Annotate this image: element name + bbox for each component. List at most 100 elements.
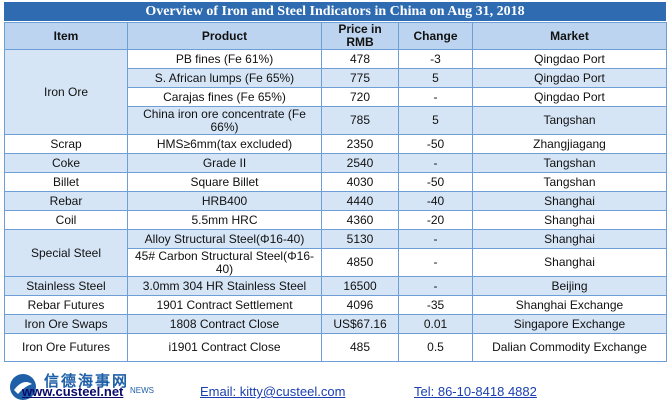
col-header-price: Price in RMB — [321, 22, 399, 50]
col-header-market: Market — [472, 22, 667, 50]
product-cell: 3.0mm 304 HR Stainless Steel — [127, 276, 322, 296]
change-cell: - — [398, 87, 473, 107]
item-cell: Rebar Futures — [4, 295, 128, 315]
market-cell: Tangshan — [472, 172, 667, 192]
product-cell: PB fines (Fe 61%) — [127, 49, 322, 69]
market-cell: Qingdao Port — [472, 87, 667, 107]
product-cell: 5.5mm HRC — [127, 210, 322, 230]
table-row: Coil 5.5mm HRC 4360 -20 Shanghai — [4, 210, 667, 230]
table-row: Coke Grade II 2540 - Tangshan — [4, 153, 667, 173]
market-cell: Dalian Commodity Exchange — [472, 333, 667, 362]
table-row: Iron Ore Swaps 1808 Contract Close US$67… — [4, 314, 667, 334]
item-cell: Stainless Steel — [4, 276, 128, 296]
product-cell: 45# Carbon Structural Steel(Φ16-40) — [127, 248, 322, 277]
change-cell: -50 — [398, 134, 473, 154]
price-cell: US$67.16 — [321, 314, 399, 334]
item-cell: Iron Ore — [4, 49, 128, 135]
product-cell: HRB400 — [127, 191, 322, 211]
header-row: Item Product Price in RMB Change Market — [4, 22, 667, 50]
item-cell: Billet — [4, 172, 128, 192]
product-cell: China iron ore concentrate (Fe 66%) — [127, 106, 322, 135]
market-cell: Beijing — [472, 276, 667, 296]
price-cell: 485 — [321, 333, 399, 362]
table-row: Rebar HRB400 4440 -40 Shanghai — [4, 191, 667, 211]
product-cell: S. African lumps (Fe 65%) — [127, 68, 322, 88]
market-cell: Singapore Exchange — [472, 314, 667, 334]
item-cell: Iron Ore Futures — [4, 333, 128, 362]
change-cell: 5 — [398, 106, 473, 135]
table-row: Special Steel Alloy Structural Steel(Φ16… — [4, 229, 667, 277]
footer: 信德海事网 NEWS www.custeel.net Email: kitty@… — [0, 370, 670, 405]
market-cell: Zhangjiagang — [472, 134, 667, 154]
change-cell: - — [398, 153, 473, 173]
item-cell: Iron Ore Swaps — [4, 314, 128, 334]
item-cell: Special Steel — [4, 229, 128, 277]
price-cell: 4850 — [321, 248, 399, 277]
price-cell: 720 — [321, 87, 399, 107]
change-cell: - — [398, 229, 473, 249]
change-cell: -20 — [398, 210, 473, 230]
logo-news-label: NEWS — [130, 386, 154, 395]
logo-text: 信德海事网 — [44, 372, 130, 390]
market-cell: Shanghai — [472, 191, 667, 211]
market-cell: Qingdao Port — [472, 68, 667, 88]
change-cell: 0.5 — [398, 333, 473, 362]
table-row: Iron Ore Futures i1901 Contract Close 48… — [4, 333, 667, 362]
item-cell: Coke — [4, 153, 128, 173]
table-row: China iron ore concentrate (Fe 66%) 785 … — [5, 106, 667, 135]
table-row: S. African lumps (Fe 65%) 775 5 Qingdao … — [5, 68, 667, 88]
item-cell: Rebar — [4, 191, 128, 211]
table-row: Iron Ore PB fines (Fe 61%) 478 -3 Qingda… — [4, 49, 667, 135]
market-cell: Tangshan — [472, 153, 667, 173]
product-cell: Grade II — [127, 153, 322, 173]
email-link[interactable]: Email: kitty@custeel.com — [200, 384, 346, 399]
logo-icon — [10, 374, 36, 400]
table-row: Scrap HMS≥6mm(tax excluded) 2350 -50 Zha… — [4, 134, 667, 154]
market-cell: Tangshan — [472, 106, 667, 135]
price-cell: 785 — [321, 106, 399, 135]
price-cell: 2350 — [321, 134, 399, 154]
table-row: 45# Carbon Structural Steel(Φ16-40) 4850… — [5, 248, 667, 277]
change-cell: - — [398, 248, 473, 277]
table-row: Rebar Futures 1901 Contract Settlement 4… — [4, 295, 667, 315]
col-header-product: Product — [127, 22, 322, 50]
change-cell: 5 — [398, 68, 473, 88]
change-cell: -35 — [398, 295, 473, 315]
price-cell: 16500 — [321, 276, 399, 296]
price-cell: 4030 — [321, 172, 399, 192]
col-header-change: Change — [398, 22, 473, 50]
website-link[interactable]: www.custeel.net — [22, 384, 124, 399]
price-cell: 478 — [321, 49, 399, 69]
product-cell: Alloy Structural Steel(Φ16-40) — [127, 229, 322, 249]
market-cell: Shanghai — [472, 210, 667, 230]
table-title: Overview of Iron and Steel Indicators in… — [4, 2, 666, 21]
price-cell: 4440 — [321, 191, 399, 211]
price-cell: 4360 — [321, 210, 399, 230]
market-cell: Shanghai — [472, 229, 667, 249]
change-cell: -40 — [398, 191, 473, 211]
item-cell: Scrap — [4, 134, 128, 154]
change-cell: - — [398, 276, 473, 296]
change-cell: -50 — [398, 172, 473, 192]
product-cell: Square Billet — [127, 172, 322, 192]
price-cell: 775 — [321, 68, 399, 88]
price-cell: 2540 — [321, 153, 399, 173]
product-cell: i1901 Contract Close — [127, 333, 322, 362]
tel-link[interactable]: Tel: 86-10-8418 4882 — [414, 384, 537, 399]
price-cell: 5130 — [321, 229, 399, 249]
product-cell: HMS≥6mm(tax excluded) — [127, 134, 322, 154]
table-row: Stainless Steel 3.0mm 304 HR Stainless S… — [4, 276, 667, 296]
product-cell: 1808 Contract Close — [127, 314, 322, 334]
product-cell: Carajas fines (Fe 65%) — [127, 87, 322, 107]
item-cell: Coil — [4, 210, 128, 230]
table-row: Billet Square Billet 4030 -50 Tangshan — [4, 172, 667, 192]
price-cell: 4096 — [321, 295, 399, 315]
indicators-table: Item Product Price in RMB Change Market … — [4, 22, 667, 362]
table-row: Carajas fines (Fe 65%) 720 - Qingdao Por… — [5, 87, 667, 107]
market-cell: Shanghai — [472, 248, 667, 277]
change-cell: 0.01 — [398, 314, 473, 334]
change-cell: -3 — [398, 49, 473, 69]
product-cell: 1901 Contract Settlement — [127, 295, 322, 315]
col-header-item: Item — [4, 22, 128, 50]
market-cell: Qingdao Port — [472, 49, 667, 69]
